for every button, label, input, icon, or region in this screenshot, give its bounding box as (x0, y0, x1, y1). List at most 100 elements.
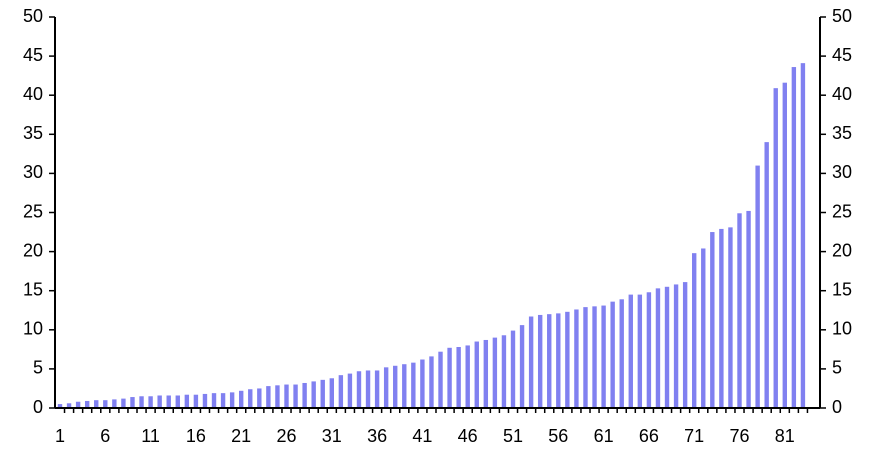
x-tick-label: 46 (458, 426, 478, 446)
y-tick-label: 15 (23, 279, 43, 299)
bar (438, 351, 443, 408)
bar (483, 339, 489, 408)
bar (157, 395, 162, 408)
bar (383, 367, 389, 408)
x-tick-label: 66 (639, 426, 659, 446)
y2-tick-label: 0 (832, 397, 842, 417)
bar (166, 395, 171, 408)
bar (84, 400, 90, 408)
bar (755, 165, 760, 408)
bar (284, 384, 289, 408)
x-tick-label: 6 (100, 426, 110, 446)
bar (655, 288, 661, 408)
bar (184, 394, 190, 408)
bar (429, 356, 434, 408)
y-tick-label: 30 (23, 162, 43, 182)
bar (692, 253, 697, 408)
bar (402, 364, 407, 408)
bar (239, 390, 244, 408)
x-tick-label: 31 (322, 426, 342, 446)
x-tick-label: 36 (367, 426, 387, 446)
bar (764, 142, 769, 408)
bar (646, 292, 652, 408)
bar (374, 370, 380, 408)
bar (456, 347, 461, 408)
bar (447, 347, 452, 408)
bar (393, 365, 398, 408)
bar (320, 379, 325, 408)
y2-tick-label: 40 (832, 84, 852, 104)
bar (257, 388, 262, 408)
y-tick-label: 10 (23, 319, 43, 339)
bar (175, 395, 180, 408)
y2-tick-label: 45 (832, 45, 852, 65)
y2-tick-label: 10 (832, 319, 852, 339)
x-tick-label: 71 (684, 426, 704, 446)
bar (338, 375, 344, 408)
bar (229, 392, 235, 408)
bar (474, 341, 479, 408)
bar (773, 88, 778, 409)
bar (664, 286, 670, 408)
bar (411, 362, 416, 408)
y-tick-label: 5 (33, 358, 43, 378)
bar (501, 335, 507, 408)
bar (574, 309, 579, 408)
bar (94, 400, 99, 408)
bar (148, 396, 153, 408)
bar (592, 306, 597, 408)
bar (121, 398, 126, 408)
bar (547, 314, 552, 408)
bar (719, 228, 724, 408)
bar (519, 325, 525, 408)
bar (583, 307, 588, 408)
bar (701, 248, 706, 408)
y2-tick-label: 5 (832, 358, 842, 378)
y-tick-label: 20 (23, 240, 43, 260)
bar (565, 311, 570, 408)
bar (728, 227, 733, 408)
x-tick-label: 61 (594, 426, 614, 446)
bar (66, 403, 72, 408)
bar (537, 314, 543, 408)
bar (791, 67, 797, 408)
y-tick-label: 50 (23, 6, 43, 26)
bar (211, 393, 217, 408)
bar (356, 371, 362, 408)
x-tick-label: 16 (186, 426, 206, 446)
y-tick-label: 35 (23, 123, 43, 143)
bar (420, 359, 425, 408)
y2-tick-label: 35 (832, 123, 852, 143)
bar (329, 378, 334, 408)
bar (266, 386, 271, 408)
bar (202, 393, 208, 408)
bar (193, 394, 199, 408)
bar (737, 213, 742, 408)
x-tick-label: 1 (55, 426, 65, 446)
x-tick-label: 81 (775, 426, 795, 446)
bar (782, 82, 787, 409)
bar (311, 381, 316, 408)
bar (112, 399, 117, 408)
bar (365, 370, 371, 408)
bar (465, 345, 470, 408)
y-tick-label: 45 (23, 45, 43, 65)
bar (302, 382, 307, 408)
bar (510, 330, 516, 408)
y2-tick-label: 15 (832, 279, 852, 299)
bar (75, 401, 81, 408)
x-tick-label: 51 (503, 426, 523, 446)
bar (746, 210, 751, 408)
bar (220, 393, 226, 408)
bar (682, 282, 688, 408)
x-tick-label: 56 (548, 426, 568, 446)
y2-tick-label: 30 (832, 162, 852, 182)
y-tick-label: 40 (23, 84, 43, 104)
bar (130, 397, 135, 408)
bar (275, 385, 280, 408)
bar (57, 404, 63, 408)
bar (293, 384, 298, 408)
x-tick-label: 26 (276, 426, 296, 446)
y2-tick-label: 25 (832, 201, 852, 221)
